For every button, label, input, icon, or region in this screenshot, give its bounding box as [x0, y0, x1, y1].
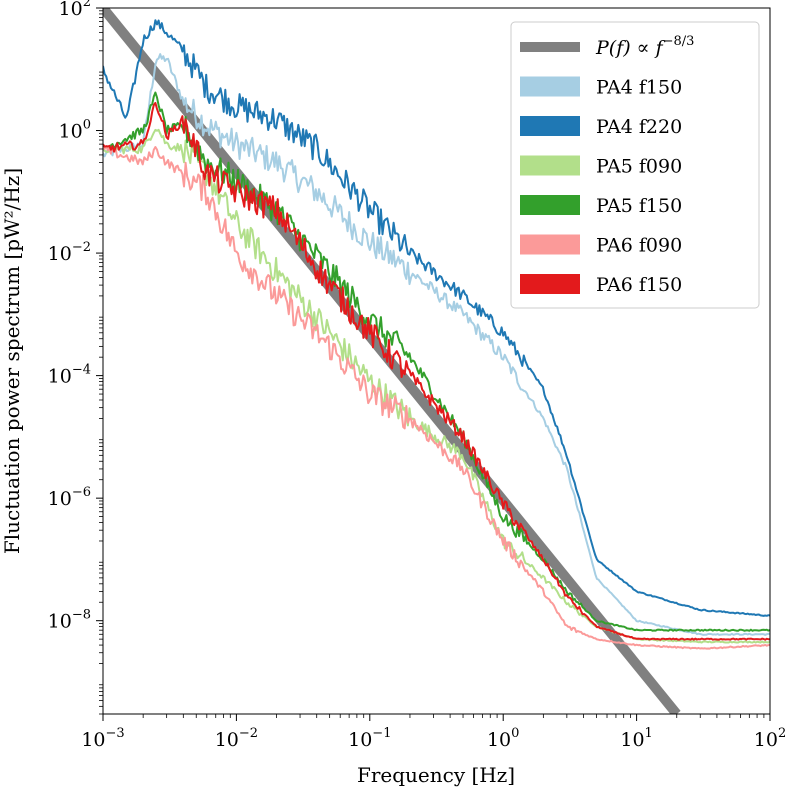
plot-frame — [102, 7, 771, 715]
series-line-5 — [103, 101, 770, 641]
legend-label: PA5 f150 — [596, 195, 682, 217]
legend-label: PA5 f090 — [596, 156, 682, 178]
x-axis-label: Frequency [Hz] — [357, 763, 515, 787]
x-tick-label: 10−3 — [81, 726, 124, 751]
y-tick-label: 100 — [59, 118, 91, 143]
y-tick-label: 10−6 — [48, 485, 91, 510]
series-line-4 — [103, 145, 770, 650]
legend-label: PA6 f150 — [596, 274, 682, 296]
x-tick-label: 102 — [754, 726, 786, 751]
x-tick-label: 10−2 — [215, 726, 258, 751]
x-tick-label: 101 — [620, 726, 652, 751]
y-tick-label: 102 — [59, 0, 91, 20]
x-tick-label: 100 — [487, 726, 519, 751]
legend-swatch — [520, 155, 580, 176]
legend-swatch — [520, 234, 580, 255]
legend-swatch — [520, 116, 580, 136]
legend-label-reference: P(f) ∝ f−8/3 — [595, 34, 694, 59]
y-tick-label: 10−2 — [48, 240, 91, 265]
y-axis-label: Fluctuation power spectrum [pW²/Hz] — [0, 168, 24, 554]
legend-swatch — [520, 195, 580, 215]
legend-label: PA4 f150 — [596, 77, 682, 99]
x-tick-label: 10−1 — [348, 726, 391, 751]
legend-swatch — [520, 76, 580, 97]
plot-area — [102, 7, 771, 715]
y-tick-label: 10−8 — [48, 608, 91, 633]
y-tick-label: 10−4 — [48, 363, 91, 388]
series-line-0 — [103, 53, 770, 636]
legend-swatch — [520, 274, 580, 294]
series-line-1 — [103, 19, 770, 617]
legend-label: PA4 f220 — [596, 116, 682, 138]
legend-label: PA6 f090 — [596, 235, 682, 257]
legend: P(f) ∝ f−8/3 PA4 f150 PA4 f220 PA5 f090 PA5 … — [510, 21, 760, 309]
